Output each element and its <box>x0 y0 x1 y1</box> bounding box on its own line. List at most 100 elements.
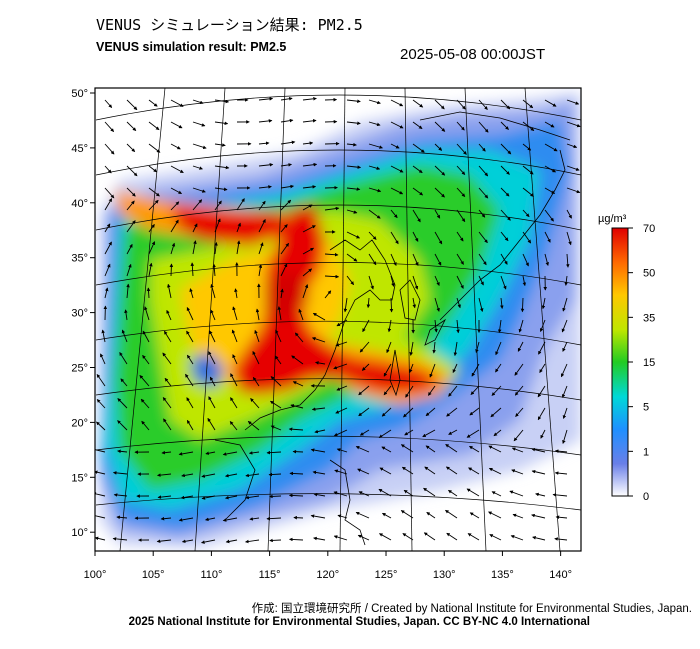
wind-arrow <box>100 353 106 365</box>
wind-arrow <box>336 319 348 327</box>
wind-arrow <box>412 253 419 266</box>
wind-arrow <box>478 231 488 244</box>
wind-arrow <box>333 429 348 437</box>
wind-arrow <box>117 398 128 409</box>
wind-arrow <box>294 332 304 343</box>
wind-arrow <box>141 420 150 431</box>
wind-arrow <box>302 225 316 233</box>
wind-arrow <box>126 220 136 233</box>
wind-arrow <box>368 143 383 149</box>
wind-arrow <box>258 141 270 146</box>
wind-arrow <box>121 329 128 343</box>
wind-arrow <box>432 341 436 354</box>
wind-arrow <box>495 363 502 373</box>
wind-arrow <box>456 99 466 110</box>
wind-arrow <box>248 451 260 455</box>
wind-arrow <box>412 99 424 108</box>
colorbar-scale <box>611 227 629 497</box>
lat-tick-label: 40° <box>71 198 88 210</box>
wind-arrow <box>208 396 216 409</box>
wind-arrow <box>522 99 534 109</box>
wind-arrow <box>180 495 194 500</box>
wind-arrow <box>554 537 568 541</box>
wind-arrow <box>280 163 292 167</box>
wind-arrow <box>222 517 238 522</box>
wind-arrow <box>488 445 502 453</box>
wind-arrow <box>564 275 568 286</box>
wind-arrow <box>368 253 377 266</box>
lon-tick-label: 115° <box>259 569 281 581</box>
wind-arrow <box>412 297 417 309</box>
wind-arrow <box>387 319 392 333</box>
colorbar-tick-label: 70 <box>643 223 655 235</box>
wind-arrow <box>214 218 221 233</box>
wind-arrow <box>346 187 361 191</box>
wind-arrow <box>488 467 502 475</box>
lat-tick-label: 25° <box>71 363 88 375</box>
lat-tick-label: 30° <box>71 308 88 320</box>
wind-arrow <box>554 471 568 475</box>
wind-arrow <box>245 495 260 500</box>
wind-arrow <box>192 143 207 149</box>
wind-arrow <box>470 385 480 396</box>
wind-arrow <box>214 187 228 192</box>
wind-arrow <box>292 449 304 454</box>
wind-arrow <box>209 330 216 343</box>
colorbar-tick-label: 50 <box>643 268 655 280</box>
wind-arrow <box>400 444 414 453</box>
wind-arrow <box>258 242 264 255</box>
wind-arrow <box>390 99 404 107</box>
wind-arrow <box>424 466 436 475</box>
wind-arrow <box>302 185 317 189</box>
wind-arrow <box>170 187 183 194</box>
lat-tick-label: 15° <box>71 472 88 484</box>
wind-arrow <box>445 444 458 453</box>
wind-arrow <box>310 448 326 453</box>
wind-arrow <box>512 513 524 519</box>
wind-arrow <box>148 165 158 173</box>
wind-arrow <box>544 187 556 194</box>
wind-arrow <box>229 421 238 431</box>
wind-arrow <box>181 473 194 478</box>
wind-arrow <box>522 165 534 175</box>
wind-arrow <box>412 275 419 290</box>
wind-arrow <box>274 355 282 365</box>
wind-arrow <box>280 184 294 189</box>
wind-arrow <box>112 537 128 541</box>
wind-arrow <box>517 341 524 352</box>
wind-arrow <box>456 121 465 131</box>
wind-arrow <box>456 319 460 334</box>
wind-arrow <box>95 492 106 497</box>
wind-arrow <box>126 99 138 111</box>
wind-arrow <box>214 200 222 211</box>
wind-arrow <box>456 165 466 176</box>
wind-arrow <box>434 165 446 176</box>
lon-tick-label: 135° <box>491 569 514 581</box>
wind-arrow <box>258 119 273 123</box>
wind-arrow <box>456 143 467 155</box>
wind-arrow <box>291 355 304 365</box>
lon-tick-label: 125° <box>375 569 398 581</box>
wind-arrow <box>466 429 480 438</box>
wind-arrow <box>511 447 524 453</box>
wind-arrow <box>378 488 392 497</box>
wind-arrow <box>126 187 136 197</box>
wind-arrow <box>234 288 238 299</box>
lat-tick-label: 10° <box>71 527 88 539</box>
wind-arrow <box>495 341 502 356</box>
wind-arrow <box>120 378 128 387</box>
wind-arrow <box>412 187 424 196</box>
wind-arrow <box>126 263 132 277</box>
wind-arrow <box>500 121 509 130</box>
wind-arrow <box>490 407 502 418</box>
wind-arrow <box>258 185 272 189</box>
wind-arrow <box>532 536 546 541</box>
wind-arrow <box>169 263 174 277</box>
wind-arrow <box>434 187 445 198</box>
wind-arrow <box>104 99 113 108</box>
wind-arrow <box>230 397 238 409</box>
wind-arrow <box>403 489 414 497</box>
wind-arrow <box>95 515 106 519</box>
title-english: VENUS simulation result: PM2.5 <box>96 40 287 54</box>
wind-arrow <box>500 143 512 155</box>
